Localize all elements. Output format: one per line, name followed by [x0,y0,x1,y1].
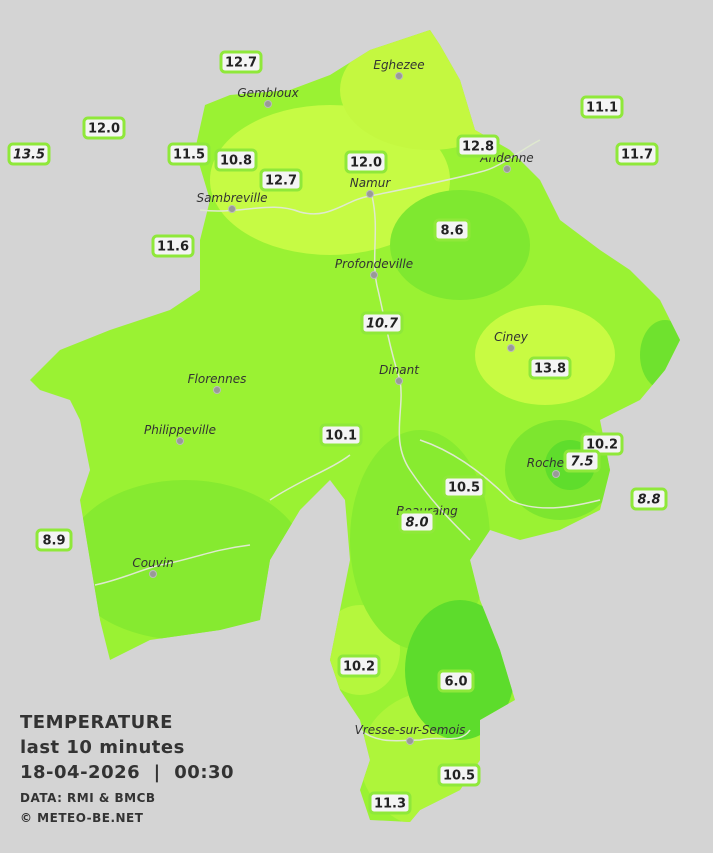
city-dot [507,344,515,352]
city-name: Profondeville [335,257,413,271]
station-box [398,510,436,534]
station-box [337,654,381,678]
station-box [580,432,624,456]
station-reading: 11.1 [586,101,618,116]
city-dot [395,377,403,385]
station-reading: 8.8 [637,493,660,508]
city-dot [149,570,157,578]
city-name: Gembloux [237,86,299,100]
city-dot [176,437,184,445]
station-box [615,142,659,166]
city-name: Vresse-sur-Semois [355,723,466,737]
station-box [433,218,471,242]
station-reading: 10.5 [448,481,480,496]
legend-subtitle: last 10 minutes [20,737,185,758]
legend-credit: © METEO-BE.NET [20,811,144,825]
station-box [7,142,51,166]
station-reading: 6.0 [444,675,467,690]
city-name: Dinant [379,363,420,377]
city-name: Eghezee [373,58,424,72]
station-reading: 12.0 [350,156,382,171]
station-box [528,356,572,380]
station-layer: 12.7 12.0 13.5 11.5 10.8 12.7 12.0 12.8 11.1 11.7… [7,50,668,815]
city-dot [406,737,414,745]
station-reading: 10.2 [586,438,618,453]
city-name: Florennes [188,372,247,386]
city-dot [395,72,403,80]
station-reading: 8.9 [42,534,65,549]
station-box [368,791,412,815]
station-box [630,487,668,511]
station-reading: 12.0 [88,122,120,137]
station-box [151,234,195,258]
station-box [319,423,363,447]
station-reading: 11.5 [173,148,205,163]
station-box [456,134,500,158]
station-reading: 10.8 [220,154,252,169]
city-dot [370,271,378,279]
city-dot [213,386,221,394]
station-reading: 10.7 [366,317,399,332]
station-reading: 13.8 [534,362,566,377]
station-reading: 11.3 [374,797,406,812]
station-reading: 12.7 [265,174,297,189]
station-box [214,148,258,172]
station-box [437,763,481,787]
station-reading: 11.6 [157,240,189,255]
legend-title: TEMPERATURE [20,712,173,733]
city-name: Couvin [132,556,173,570]
city-name: Philippeville [144,423,216,437]
station-box [344,150,388,174]
city-dot [264,100,272,108]
city-name: Sambreville [196,191,267,205]
station-reading: 12.7 [225,56,257,71]
station-reading: 11.7 [621,148,653,163]
station-reading: 10.5 [443,769,475,784]
station-reading: 8.6 [440,224,463,239]
station-reading: 10.1 [325,429,357,444]
station-box [580,95,624,119]
station-box [167,142,211,166]
station-reading: 10.2 [343,660,375,675]
station-reading: 13.5 [13,148,45,163]
station-box [219,50,263,74]
station-box [563,449,601,473]
city-dot [228,205,236,213]
station-box [360,311,404,335]
station-reading: 8.0 [405,516,428,531]
station-box [437,669,475,693]
station-box [259,168,303,192]
city-dot [503,165,511,173]
city-name: Namur [350,176,392,190]
station-reading: 12.8 [462,140,494,155]
station-box [35,528,73,552]
station-box [82,116,126,140]
legend-source: DATA: RMI & BMCB [20,791,156,805]
station-box [442,475,486,499]
city-name: Ciney [494,330,529,344]
station-reading: 7.5 [570,455,593,470]
city-dot [552,470,560,478]
legend-datetime: 18-04-2026 | 00:30 [20,762,235,783]
city-dot [366,190,374,198]
